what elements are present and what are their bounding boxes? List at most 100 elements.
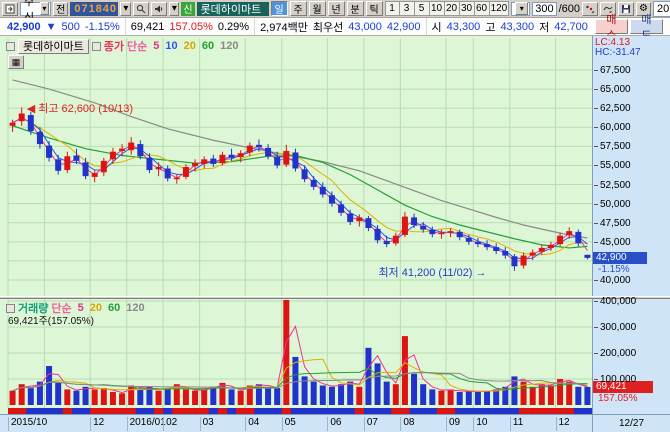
sell-button[interactable]: 매도 [630,19,663,34]
minute-period-button[interactable]: 120 [490,1,510,16]
x-axis-label: 08 [400,417,414,431]
legend-checkbox[interactable] [6,42,15,51]
ma120-legend: 120 [220,40,238,52]
tab-tick[interactable]: 틱 [366,1,383,16]
candlestick-chart[interactable] [0,36,592,432]
minute-period-buttons: 13510203060120 [385,1,510,16]
volume-tick: 100,000 [594,374,636,385]
asset-type-select[interactable]: 주식 ▾ [20,2,51,16]
price-pane-header: 롯데하이마트 종가 단순 5 10 20 60 120 [6,38,238,54]
tab-minute[interactable]: 분 [347,1,364,16]
x-axis-label: 03 [200,417,214,431]
tab-daily[interactable]: 일 [271,1,288,16]
down-triangle-icon: ▼ [46,21,57,33]
high-price: 43,300 [500,21,534,33]
price-tick: 50,000 [594,199,631,210]
price-axis[interactable]: LC:4.13 HC:-31.47 42,900 -1.15% 67,50065… [592,36,670,296]
price-tick: 65,000 [594,84,631,95]
code-dropdown-icon[interactable]: ▾ [120,2,131,16]
x-axis-label: 12 [90,417,104,431]
price-tick: 57,500 [594,141,631,152]
x-axis-label: 02 [163,417,177,431]
best-bid: 42,900 [387,21,421,33]
chart-symbol-tab[interactable]: 롯데하이마트 [18,39,89,54]
tab-weekly[interactable]: 주 [290,1,307,16]
extra-period-select[interactable]: ▾ [511,2,530,16]
price-tick: 47,500 [594,218,631,229]
price-tick: 67,500 [594,65,631,76]
x-axis-label: 12 [556,417,570,431]
open-label: 시 [432,19,442,35]
price-legend-name: 종가 [104,38,124,54]
ma60-legend: 60 [202,40,214,52]
volume-value: 69,421 [131,21,165,33]
x-axis-label: 09 [446,417,460,431]
legend-checkbox[interactable] [92,42,101,51]
current-price-pct: -1.15% [598,264,630,275]
volume-tick: 200,000 [594,348,636,359]
minute-period-button[interactable]: 10 [430,1,445,16]
minute-period-button[interactable]: 30 [460,1,475,16]
buy-button[interactable]: 매수 [595,19,628,34]
pane-divider[interactable] [0,296,670,299]
x-axis-label: 2015/10 [8,417,47,431]
current-price-badge: 42,900 [593,252,647,264]
current-price: 42,900 [7,21,41,33]
price-legend-type: 단순 [127,38,147,54]
price-tick: 52,500 [594,180,631,191]
x-axis[interactable]: 2015/10122016/010203040506070809101112 [0,414,592,432]
ma20-legend: 20 [184,40,196,52]
low-label: 저 [539,19,549,35]
price-tick: 45,000 [594,237,631,248]
minute-period-button[interactable]: 5 [415,1,430,16]
x-axis-label: 06 [327,417,341,431]
volume-tick: 400,000 [594,296,636,307]
volume-current-text: 69,421주(157.05%) [8,312,94,327]
x-axis-label: 04 [245,417,259,431]
price-change: 500 [62,21,80,33]
tab-monthly[interactable]: 월 [309,1,326,16]
stock-code-input[interactable]: 071840 [70,2,118,16]
minute-period-button[interactable]: 60 [475,1,490,16]
turnover-rate: 0.29% [218,21,249,33]
low-price: 42,700 [554,21,588,33]
quote-info-bar: 42,900 ▼ 500 -1.15% 69,421 157.05% 0.29%… [0,18,670,36]
search-icon[interactable] [133,2,149,16]
ma5-legend: 5 [153,40,159,52]
best-quote-label: 최우선 [313,19,343,35]
speaker-dropdown-icon[interactable]: ▾ [169,2,179,16]
volume-axis[interactable]: 69,421 157.05% 400,000300,000200,000100,… [592,299,670,414]
x-axis-corner-date: 12/27 [592,414,670,432]
tab-yearly[interactable]: 년 [328,1,345,16]
x-axis-label: 05 [282,417,296,431]
x-axis-label: 07 [364,417,378,431]
minute-period-button[interactable]: 1 [385,1,400,16]
tools-icon[interactable] [582,2,598,16]
high-label: 고 [485,19,495,35]
vol-ma120-legend: 120 [126,302,144,314]
price-change-pct: -1.15% [85,21,120,33]
left-arrow-icon: ◀ [27,103,35,115]
grid-tool-icon[interactable]: ▦ [8,55,24,69]
price-tick: 55,000 [594,160,631,171]
volume-tick: 300,000 [594,322,636,333]
current-volume-pct: 157.05% [598,393,637,404]
window-icon[interactable] [2,2,18,16]
chart-area: 롯데하이마트 종가 단순 5 10 20 60 120 ▦ ◀ 최고 62,60… [0,36,670,432]
open-price: 43,300 [447,21,481,33]
low-annotation: 최저 41,200 (11/02) → [378,264,486,280]
minute-period-button[interactable]: 3 [400,1,415,16]
high-annotation: ◀ 최고 62,600 (10/13) [27,100,133,116]
price-tick: 60,000 [594,122,631,133]
chevron-down-icon: ▾ [40,2,49,15]
volume-rate: 157.05% [169,21,212,33]
minute-period-button[interactable]: 20 [445,1,460,16]
bars-count-input[interactable]: 300 [532,2,556,16]
x-axis-label: 2016/01 [127,417,166,431]
main-toolbar: 주식 ▾ 전 071840 ▾ ▾ 신 롯데하이마트 일 주 월 년 분 틱 1… [0,0,670,18]
speaker-icon[interactable] [151,2,167,16]
jeon-button[interactable]: 전 [53,2,68,16]
trade-amount: 2,974백만 [260,19,308,35]
vol-ma60-legend: 60 [108,302,120,314]
x-axis-label: 10 [473,417,487,431]
